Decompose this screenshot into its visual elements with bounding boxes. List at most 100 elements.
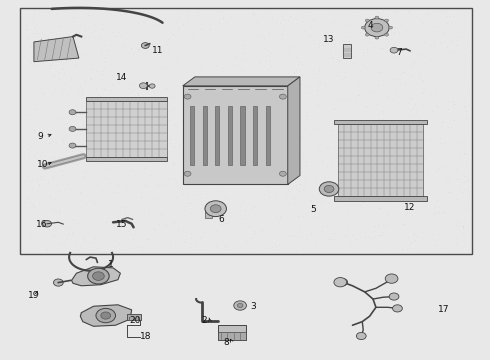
Point: [269, 108, 277, 114]
Point: [346, 248, 354, 253]
Point: [441, 235, 449, 241]
Point: [30, 24, 38, 30]
Point: [225, 109, 233, 114]
Point: [32, 155, 40, 161]
Point: [49, 174, 57, 180]
Point: [437, 135, 444, 141]
Point: [441, 210, 448, 216]
Point: [205, 247, 213, 253]
Point: [239, 42, 247, 48]
Point: [317, 183, 325, 189]
Point: [30, 16, 38, 22]
Point: [220, 134, 228, 139]
Point: [279, 28, 287, 33]
Point: [21, 112, 29, 118]
Point: [294, 213, 302, 219]
Point: [265, 102, 273, 108]
Point: [416, 17, 423, 23]
Point: [172, 194, 179, 200]
Point: [364, 118, 371, 124]
Point: [161, 15, 169, 21]
Point: [316, 80, 324, 86]
Point: [450, 104, 458, 109]
Point: [118, 220, 125, 226]
Point: [26, 232, 34, 238]
Point: [134, 154, 142, 159]
Point: [383, 210, 391, 215]
Point: [100, 249, 108, 255]
Point: [361, 229, 369, 234]
Point: [253, 234, 261, 239]
Point: [212, 63, 220, 69]
Point: [378, 108, 386, 114]
Point: [173, 57, 181, 63]
Point: [368, 78, 376, 84]
Point: [151, 113, 159, 118]
Point: [175, 144, 183, 150]
Point: [197, 21, 205, 27]
Point: [129, 51, 137, 57]
Point: [30, 129, 38, 135]
Point: [112, 33, 120, 39]
Point: [86, 197, 94, 203]
Point: [54, 199, 62, 205]
Point: [44, 247, 52, 252]
Point: [390, 96, 397, 102]
Point: [101, 58, 109, 64]
Point: [360, 119, 368, 125]
Point: [127, 45, 135, 50]
Point: [63, 120, 71, 126]
Point: [366, 145, 374, 151]
Point: [47, 62, 55, 68]
Point: [146, 135, 154, 140]
Point: [175, 141, 183, 147]
Circle shape: [319, 182, 339, 196]
Point: [150, 125, 158, 131]
Point: [84, 192, 92, 198]
Point: [25, 42, 33, 48]
Point: [325, 167, 333, 173]
Point: [92, 206, 100, 211]
Point: [336, 96, 343, 102]
Point: [126, 207, 134, 212]
Point: [291, 201, 298, 207]
Point: [202, 195, 210, 201]
Point: [374, 164, 382, 170]
Text: 18: 18: [140, 332, 151, 341]
Point: [277, 215, 285, 221]
Point: [126, 82, 134, 87]
Point: [277, 146, 285, 152]
Point: [395, 162, 403, 168]
Point: [275, 242, 283, 248]
Point: [446, 71, 454, 77]
Point: [171, 175, 179, 181]
Point: [396, 175, 404, 180]
Point: [134, 91, 142, 96]
Point: [239, 67, 246, 73]
Point: [125, 85, 133, 90]
Point: [29, 31, 37, 36]
Point: [129, 95, 137, 101]
Point: [409, 188, 417, 194]
Point: [121, 36, 128, 41]
Point: [333, 159, 341, 165]
Circle shape: [237, 303, 243, 308]
Point: [315, 144, 322, 150]
Bar: [218, 324, 246, 339]
Point: [241, 240, 249, 246]
Point: [313, 199, 321, 205]
Point: [329, 237, 337, 243]
Point: [169, 176, 176, 182]
Point: [185, 200, 193, 206]
Point: [184, 15, 192, 21]
Point: [312, 101, 320, 107]
Point: [239, 199, 246, 205]
Point: [100, 65, 108, 71]
Point: [251, 62, 259, 68]
Point: [92, 132, 100, 138]
Point: [55, 54, 63, 60]
Point: [135, 210, 143, 216]
Point: [377, 186, 385, 192]
Point: [82, 220, 90, 226]
Point: [81, 50, 89, 55]
